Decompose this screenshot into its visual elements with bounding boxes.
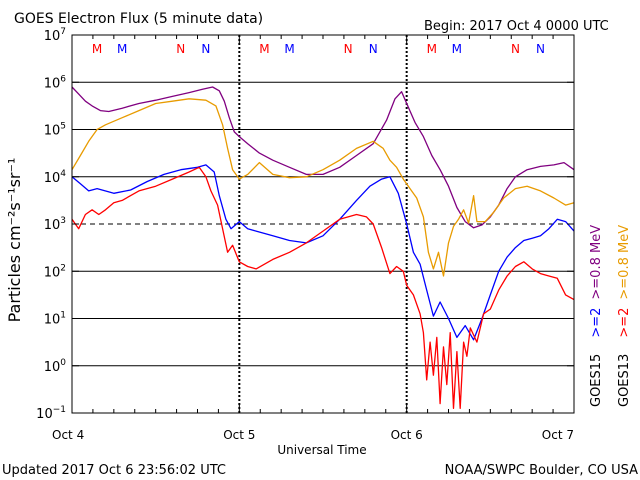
y-tick-label: 103 bbox=[44, 216, 66, 233]
mn-marker: N bbox=[201, 42, 210, 56]
mn-marker: N bbox=[536, 42, 545, 56]
y-axis-label: Particles cm⁻²s⁻¹sr⁻¹ bbox=[5, 158, 24, 323]
mn-marker: M bbox=[284, 42, 294, 56]
y-tick-label: 106 bbox=[44, 74, 67, 91]
updated-timestamp: Updated 2017 Oct 6 23:56:02 UTC bbox=[2, 463, 226, 478]
mn-marker: M bbox=[452, 42, 462, 56]
grid-lines bbox=[72, 81, 574, 367]
legend-entry: GOES15>=2>=0.8 MeV bbox=[589, 225, 604, 407]
series-lines bbox=[71, 86, 575, 409]
y-tick-label: 102 bbox=[44, 263, 66, 280]
series-line bbox=[71, 166, 575, 409]
y-tick-label: 101 bbox=[44, 311, 66, 328]
legend-entry: GOES13>=2>=0.8 MeV bbox=[617, 225, 632, 407]
mn-marker: N bbox=[176, 42, 185, 56]
y-tick-label: 100 bbox=[44, 358, 67, 375]
source-credit: NOAA/SWPC Boulder, CO USA bbox=[445, 463, 638, 478]
mn-marker: M bbox=[117, 42, 127, 56]
mn-marker: M bbox=[259, 42, 269, 56]
legend: GOES15>=2>=0.8 MeV GOES13>=2>=0.8 MeV bbox=[589, 225, 632, 407]
x-axis-ticks: Oct 4 Oct 5 Oct 6 Oct 7 bbox=[52, 35, 575, 442]
series-line bbox=[71, 164, 575, 341]
x-tick-label: Oct 4 bbox=[52, 428, 84, 442]
y-tick-label: 104 bbox=[44, 169, 67, 186]
y-axis-ticks: 10−1 100 101 102 103 104 105 106 107 bbox=[36, 27, 574, 422]
y-tick-label: 107 bbox=[44, 27, 66, 44]
mn-marker: N bbox=[344, 42, 353, 56]
x-axis-label: Universal Time bbox=[277, 443, 366, 457]
chart-title: GOES Electron Flux (5 minute data) bbox=[14, 11, 263, 27]
y-tick-label: 105 bbox=[44, 122, 66, 139]
mn-marker: M bbox=[427, 42, 437, 56]
begin-date: Begin: 2017 Oct 4 0000 UTC bbox=[424, 19, 609, 34]
mn-marker: N bbox=[511, 42, 520, 56]
series-line bbox=[71, 98, 575, 277]
mn-marker: N bbox=[369, 42, 378, 56]
series-line bbox=[71, 86, 575, 229]
x-tick-label: Oct 7 bbox=[542, 428, 574, 442]
x-tick-label: Oct 6 bbox=[391, 428, 423, 442]
mn-marker: M bbox=[92, 42, 102, 56]
x-tick-label: Oct 5 bbox=[223, 428, 255, 442]
y-tick-label: 10−1 bbox=[36, 405, 66, 422]
